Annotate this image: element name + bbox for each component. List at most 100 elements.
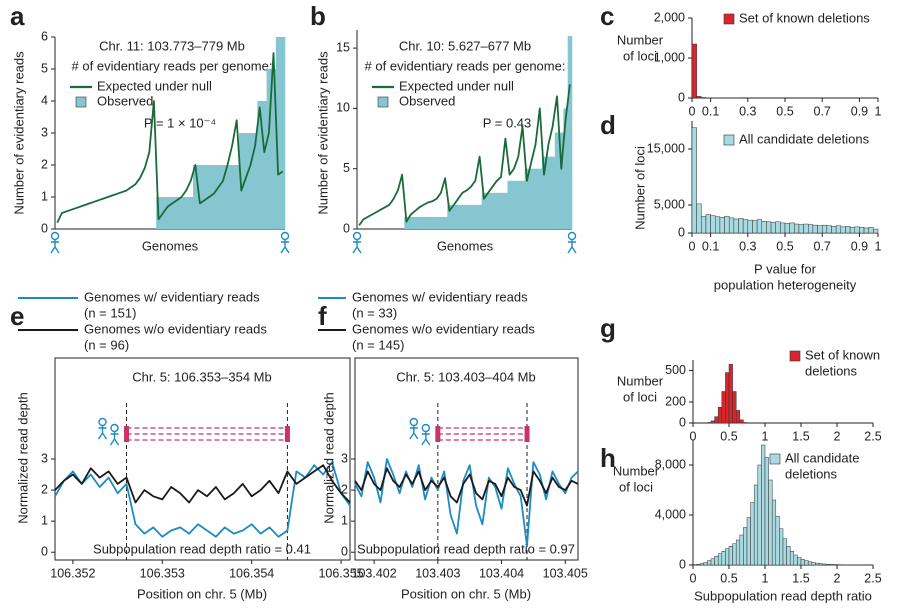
histogram-bar xyxy=(720,217,725,233)
histogram-bar xyxy=(790,223,795,233)
panel-letter: a xyxy=(10,1,25,31)
legend-swatch xyxy=(724,135,734,145)
histogram-bar xyxy=(830,564,834,565)
annotation: Subpopulation read depth ratio = 0.41 xyxy=(93,541,311,556)
observed-bar xyxy=(495,193,500,229)
y-axis-label: Number of loci xyxy=(632,146,647,230)
histogram-bar xyxy=(743,422,747,423)
histogram-bar xyxy=(718,554,722,565)
x-tick-label: 0.3 xyxy=(739,239,756,253)
histogram-bar xyxy=(864,228,869,233)
observed-bar xyxy=(225,165,230,229)
x-tick-label: 1.5 xyxy=(792,429,809,443)
histogram-bar xyxy=(733,544,737,565)
observed-bar xyxy=(538,169,543,229)
histogram-bar xyxy=(827,226,832,233)
histogram-bar xyxy=(797,558,801,566)
histogram-bar xyxy=(769,480,773,565)
legend-swatch xyxy=(724,14,734,24)
observed-bar xyxy=(426,217,431,229)
histogram-bar xyxy=(758,465,762,565)
legend-label: All candidate xyxy=(785,450,859,465)
y-tick-label: 0 xyxy=(41,545,48,559)
x-tick-label: 0.9 xyxy=(851,104,868,118)
histogram-bar xyxy=(801,559,805,565)
y-tick-label: 0 xyxy=(341,545,348,559)
histogram-bar xyxy=(725,216,730,233)
x-axis-label: population heterogeneity xyxy=(714,277,857,292)
y-tick-label: 6 xyxy=(41,29,48,43)
histogram-bar xyxy=(701,216,706,233)
x-tick-label: 103.404 xyxy=(479,566,524,580)
x-tick-label: 106.353 xyxy=(140,566,185,580)
y-axis-label: of loci xyxy=(619,479,653,494)
observed-bar xyxy=(490,193,495,229)
legend-label: Set of known deletions xyxy=(739,10,870,25)
histogram-bar xyxy=(715,417,719,423)
observed-bar xyxy=(430,217,435,229)
histogram-bar xyxy=(804,224,809,233)
observed-bar xyxy=(211,165,216,229)
observed-bar xyxy=(533,169,538,229)
chart-subtitle: # of evidentiary reads per genome: xyxy=(365,58,566,73)
icon-head xyxy=(282,233,289,240)
observed-bar xyxy=(262,101,267,229)
person-icon xyxy=(568,233,576,254)
observed-bar xyxy=(551,157,556,229)
histogram-bar xyxy=(799,225,804,233)
histogram-bar xyxy=(743,528,747,566)
histogram-bar xyxy=(729,546,733,565)
x-tick-label: 0 xyxy=(690,571,697,585)
x-axis-label: Position on chr. 5 (Mb) xyxy=(137,586,267,601)
panel-letter: e xyxy=(10,301,24,331)
y-tick-label: 3 xyxy=(41,451,48,465)
icon-head xyxy=(569,233,576,240)
person-icon xyxy=(51,233,59,254)
observed-bar xyxy=(179,197,184,229)
x-tick-label: 0.5 xyxy=(720,429,737,443)
y-tick-label: 3 xyxy=(341,451,348,465)
x-axis-label: Subpopulation read depth ratio xyxy=(694,588,872,603)
icon-body xyxy=(99,426,107,440)
panel-letter: b xyxy=(310,1,326,31)
y-tick-label: 10 xyxy=(336,101,350,115)
histogram-bar xyxy=(707,422,711,423)
y-tick-label: 500 xyxy=(665,363,686,377)
observed-bar xyxy=(165,197,170,229)
histogram-bar xyxy=(766,222,771,233)
x-tick-label: 2.5 xyxy=(864,571,881,585)
x-tick-label: 1 xyxy=(875,104,882,118)
y-tick-label: 5 xyxy=(41,61,48,75)
histogram-bar xyxy=(697,204,702,233)
x-tick-label: 0 xyxy=(689,104,696,118)
y-tick-label: 1 xyxy=(41,189,48,203)
chart-title: Chr. 5: 103.403–404 Mb xyxy=(396,369,536,384)
histogram-bar xyxy=(748,220,753,233)
observed-bar xyxy=(434,217,439,229)
histogram-bar xyxy=(729,218,734,233)
x-tick-label: 0 xyxy=(689,239,696,253)
histogram-bar xyxy=(794,224,799,233)
x-tick-label: 0.7 xyxy=(814,104,831,118)
y-axis-label: Number xyxy=(613,463,660,478)
plot-frame xyxy=(355,358,578,560)
icon-body xyxy=(111,432,119,446)
legend-label: Expected under null xyxy=(399,78,514,93)
histogram-bar xyxy=(761,445,765,565)
icon-head xyxy=(410,419,417,426)
icon-body xyxy=(51,240,59,254)
observed-bar xyxy=(516,181,521,229)
legend-label: Genomes w/ evidentiary reads xyxy=(84,289,260,304)
observed-bar xyxy=(469,205,474,229)
x-tick-label: 103.402 xyxy=(352,566,397,580)
histogram-bar xyxy=(715,217,720,233)
histogram-bar xyxy=(762,221,767,233)
y-axis-label: Number xyxy=(617,373,664,388)
histogram-bar xyxy=(819,564,823,565)
histogram-bar xyxy=(779,529,783,565)
series-line xyxy=(55,462,350,537)
x-axis-label: Genomes xyxy=(437,238,494,253)
observed-bar xyxy=(546,157,551,229)
x-tick-label: 103.403 xyxy=(415,566,460,580)
